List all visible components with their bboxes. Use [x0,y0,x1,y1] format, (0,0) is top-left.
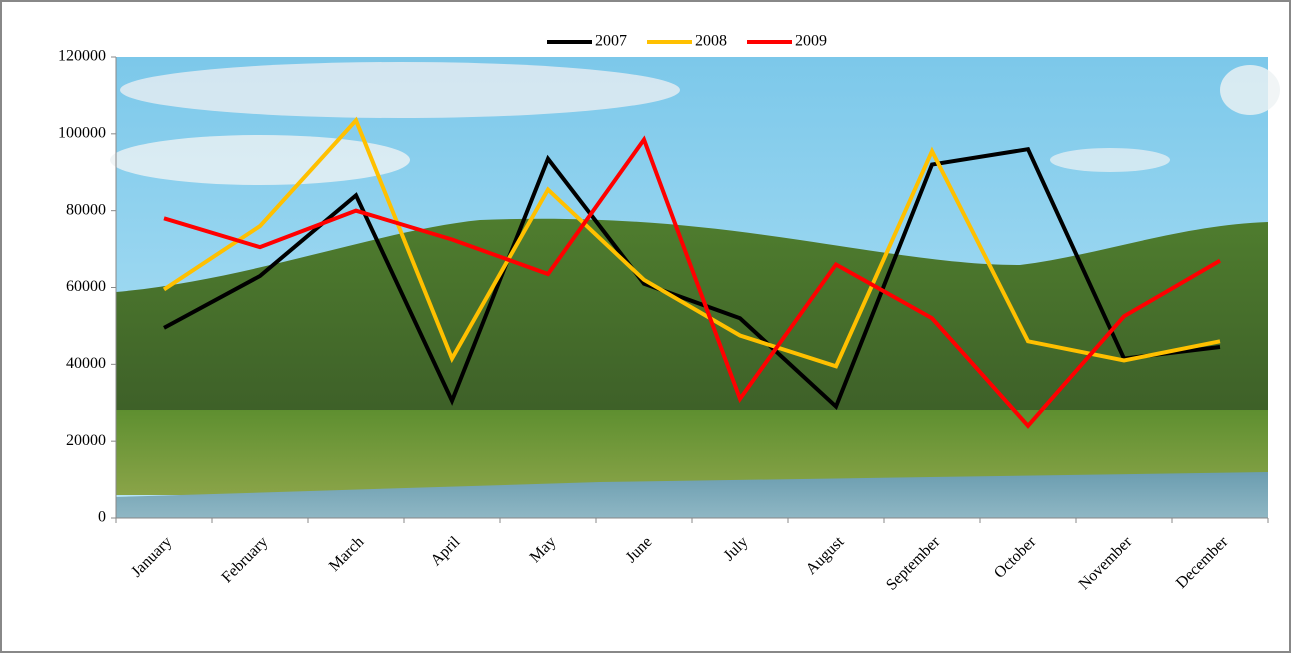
y-tick-label: 120000 [58,48,106,65]
y-tick-label: 20000 [66,432,106,449]
series-line [162,116,1221,369]
legend-label: 2009 [795,33,827,50]
y-tick-label: 60000 [66,278,106,295]
y-tick-label: 0 [98,509,106,526]
series-line [163,135,1222,429]
legend-label: 2007 [595,33,627,50]
series-line [163,146,1221,411]
plot-background [110,57,1280,518]
legend-label: 2008 [695,33,727,50]
y-tick-label: 40000 [66,355,106,372]
y-tick-label: 80000 [66,201,106,218]
y-tick-label: 100000 [58,125,106,142]
